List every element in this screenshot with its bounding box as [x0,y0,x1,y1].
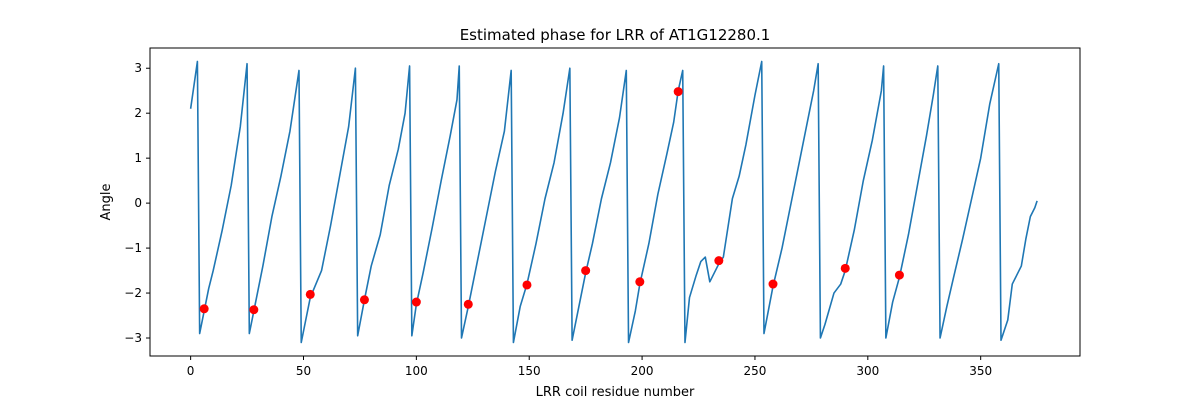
y-tick-label: −3 [124,331,142,345]
phase-marker [673,87,683,97]
plot-area [189,60,1038,344]
y-tick-label: 3 [134,61,142,75]
x-tick-label: 250 [743,364,766,378]
phase-marker [305,289,315,299]
phase-line [189,60,1038,344]
x-tick-label: 300 [856,364,879,378]
x-tick-label: 50 [296,364,311,378]
y-tick-label: −1 [124,241,142,255]
phase-marker [894,270,904,280]
chart-title: Estimated phase for LRR of AT1G12280.1 [460,26,771,44]
y-tick-label: 2 [134,106,142,120]
x-axis: 0 50 100 150 200 250 300 350 [187,356,992,378]
y-tick-label: 0 [134,196,142,210]
x-tick-label: 100 [405,364,428,378]
phase-marker [840,263,850,273]
phase-marker [635,277,645,287]
phase-marker [411,297,421,307]
x-axis-label: LRR coil residue number [536,385,695,400]
phase-marker [581,266,591,276]
y-tick-label: −2 [124,286,142,300]
phase-marker [359,295,369,305]
y-tick-label: 1 [134,151,142,165]
plot-frame [149,47,1081,357]
phase-marker [522,280,532,290]
y-axis-label: Angle [99,184,114,221]
x-tick-label: 150 [518,364,541,378]
phase-marker [714,256,724,266]
x-tick-label: 350 [969,364,992,378]
phase-marker [249,305,259,315]
phase-marker [199,304,209,314]
x-tick-label: 0 [187,364,195,378]
x-tick-label: 200 [631,364,654,378]
phase-marker [768,279,778,289]
y-axis: −3 −2 −1 0 1 2 3 [124,61,150,345]
phase-marker [463,299,473,309]
